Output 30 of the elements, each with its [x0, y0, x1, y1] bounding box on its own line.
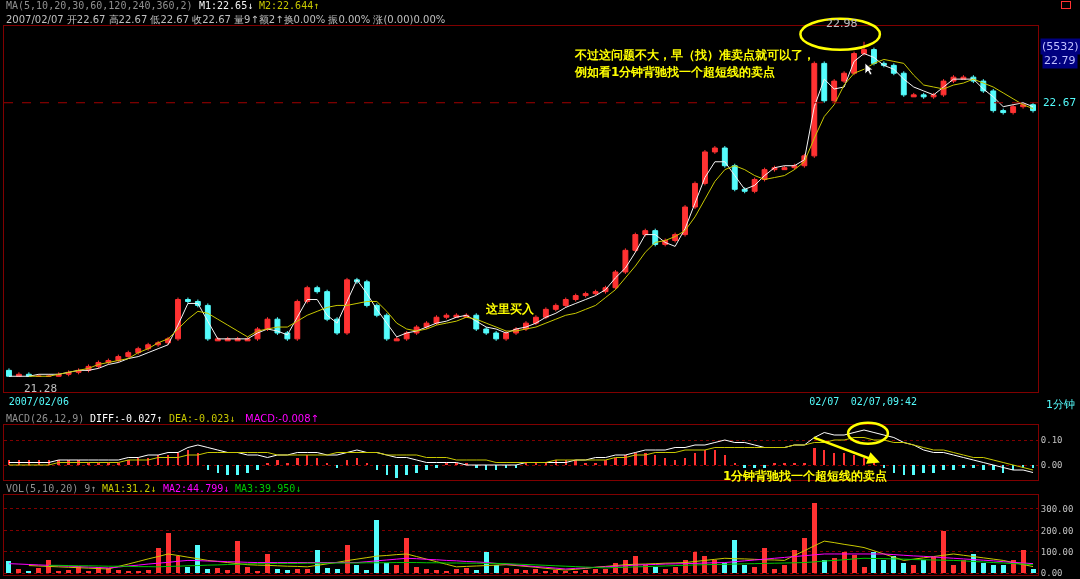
text: DEA:-0.023↓	[169, 413, 236, 424]
annotation: 这里买入	[485, 302, 535, 316]
annotation: 1分钟背驰找一个超短线的卖点	[723, 469, 888, 483]
x-tick-label: 2007/02/06	[8, 396, 69, 407]
y-tick-label: 100.00	[1040, 546, 1074, 557]
y-tick-label: 300.00	[1040, 504, 1074, 515]
chart-title: MA(5,10,20,30,60,120,240,360,2)	[6, 0, 193, 11]
y-tick-label: 0.00	[1040, 460, 1063, 471]
chart-title: VOL(5,10,20) 9↑	[6, 483, 97, 494]
text: 1分钟	[1046, 398, 1075, 411]
text: MACD:-0.008↑	[245, 413, 319, 424]
chart-title: MACD(26,12,9)	[6, 413, 85, 424]
y-tick-label: 200.00	[1040, 525, 1074, 536]
text: DIFF:-0.027↑	[90, 413, 163, 424]
annotation: 不过这问题不大，早（找）准卖点就可以了，	[574, 48, 815, 62]
annotation: 21.28	[24, 382, 58, 395]
annotation: 例如看1分钟背驰找一个超短线的卖点	[574, 65, 776, 79]
text: MA3:39.950↓	[235, 483, 302, 494]
x-tick-label: 02/07	[809, 396, 840, 407]
x-tick-label: 02/07,09:42	[850, 396, 918, 407]
text: (5532)	[1042, 40, 1079, 53]
text: M2:22.644↑	[259, 0, 320, 11]
y-tick-label: 0.00	[1040, 568, 1063, 579]
y-tick-label: 0.10	[1040, 435, 1063, 446]
text: MA1:31.2↓	[102, 483, 157, 494]
chart-subtitle: 2007/02/07 开22.67 高22.67 低22.67 收22.67 量9↑额2↑换0.00% 振0.00% 涨(0.00)0.00%	[6, 14, 446, 25]
text: 22.79	[1044, 54, 1076, 67]
ref-line-label: 22.67	[1043, 96, 1077, 109]
text: M1:22.65↓	[199, 0, 254, 11]
text: MA2:44.799↓	[163, 483, 230, 494]
